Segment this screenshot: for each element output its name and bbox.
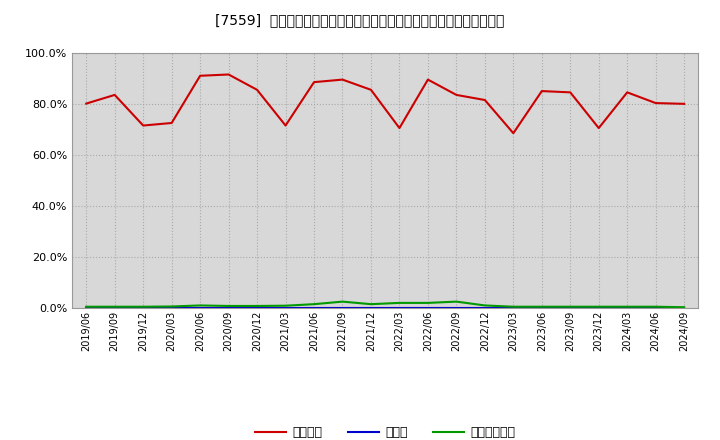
Text: [7559]  自己資本、のれん、繰延税金資産の総資産に対する比率の推移: [7559] 自己資本、のれん、繰延税金資産の総資産に対する比率の推移 <box>215 13 505 27</box>
のれん <box>509 305 518 311</box>
のれん <box>480 305 489 311</box>
のれん <box>652 305 660 311</box>
のれん <box>595 305 603 311</box>
のれん <box>282 305 290 311</box>
繰延税金資産 <box>652 304 660 309</box>
Legend: 自己資本, のれん, 繰延税金資産: 自己資本, のれん, 繰延税金資産 <box>251 422 521 440</box>
繰延税金資産 <box>395 300 404 305</box>
自己資本 <box>196 73 204 78</box>
繰延税金資産 <box>423 300 432 305</box>
自己資本 <box>310 80 318 85</box>
自己資本 <box>282 123 290 128</box>
自己資本 <box>595 125 603 131</box>
のれん <box>680 305 688 311</box>
繰延税金資産 <box>196 303 204 308</box>
繰延税金資産 <box>452 299 461 304</box>
のれん <box>366 305 375 311</box>
のれん <box>452 305 461 311</box>
自己資本 <box>225 72 233 77</box>
のれん <box>167 305 176 311</box>
繰延税金資産 <box>537 304 546 309</box>
自己資本 <box>110 92 119 98</box>
繰延税金資産 <box>225 303 233 308</box>
自己資本 <box>82 101 91 106</box>
のれん <box>225 305 233 311</box>
繰延税金資産 <box>310 301 318 307</box>
自己資本 <box>139 123 148 128</box>
自己資本 <box>338 77 347 82</box>
繰延税金資産 <box>110 304 119 309</box>
自己資本 <box>253 87 261 92</box>
のれん <box>537 305 546 311</box>
繰延税金資産 <box>566 304 575 309</box>
のれん <box>110 305 119 311</box>
のれん <box>82 305 91 311</box>
繰延税金資産 <box>480 303 489 308</box>
のれん <box>139 305 148 311</box>
繰延税金資産 <box>167 304 176 309</box>
のれん <box>253 305 261 311</box>
繰延税金資産 <box>282 303 290 308</box>
自己資本 <box>167 120 176 126</box>
のれん <box>310 305 318 311</box>
繰延税金資産 <box>366 301 375 307</box>
繰延税金資産 <box>680 304 688 310</box>
繰延税金資産 <box>139 304 148 309</box>
自己資本 <box>623 90 631 95</box>
のれん <box>623 305 631 311</box>
繰延税金資産 <box>338 299 347 304</box>
のれん <box>395 305 404 311</box>
自己資本 <box>680 101 688 106</box>
繰延税金資産 <box>595 304 603 309</box>
自己資本 <box>395 125 404 131</box>
のれん <box>423 305 432 311</box>
のれん <box>196 305 204 311</box>
繰延税金資産 <box>253 303 261 308</box>
自己資本 <box>452 92 461 98</box>
繰延税金資産 <box>623 304 631 309</box>
繰延税金資産 <box>82 304 91 309</box>
繰延税金資産 <box>509 304 518 309</box>
のれん <box>566 305 575 311</box>
自己資本 <box>423 77 432 82</box>
自己資本 <box>366 87 375 92</box>
Line: 自己資本: 自己資本 <box>86 74 684 133</box>
自己資本 <box>566 90 575 95</box>
自己資本 <box>509 131 518 136</box>
自己資本 <box>480 97 489 103</box>
Line: 繰延税金資産: 繰延税金資産 <box>86 302 684 307</box>
自己資本 <box>652 100 660 106</box>
のれん <box>338 305 347 311</box>
自己資本 <box>537 88 546 94</box>
